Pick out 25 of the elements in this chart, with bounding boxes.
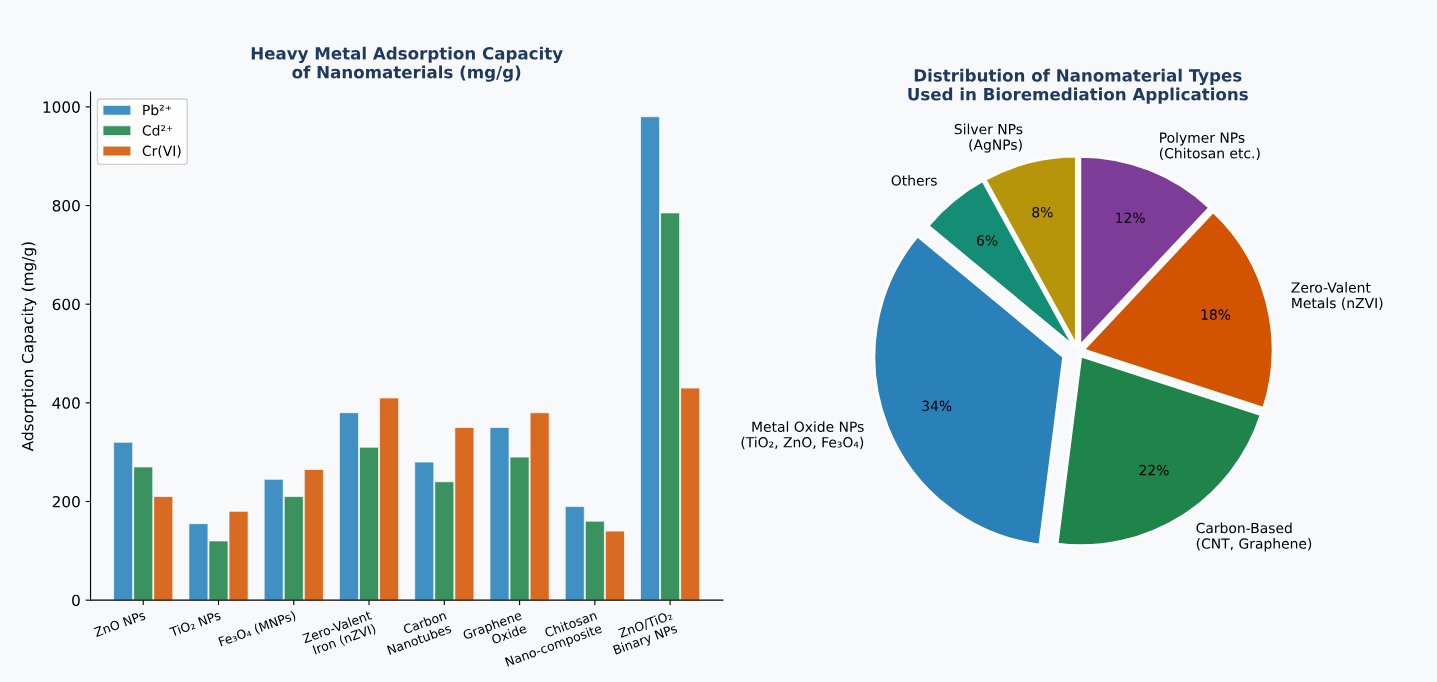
y-tick-label: 200	[52, 495, 80, 508]
y-tick-label: 800	[52, 199, 80, 212]
chart-title: Distribution of Nanomaterial Types Used in Bioremediation Applications	[908, 68, 1248, 104]
data-label: 8%	[1032, 206, 1053, 218]
slice-label: Silver NPs (AgNPs)	[954, 123, 1023, 153]
data-label: 18%	[1201, 309, 1231, 320]
legend-label: Cd²⁺	[142, 124, 173, 136]
slice-label: Polymer NPs (Chitosan etc.)	[1159, 132, 1260, 161]
slice-label: Metal Oxide NPs (TiO₂, ZnO, Fe₃O₄)	[741, 421, 864, 450]
y-tick-label: 600	[52, 298, 80, 311]
y-tick-label: 400	[52, 397, 80, 409]
data-label: 6%	[977, 235, 998, 246]
slice-label: Others	[891, 174, 937, 186]
data-label: 22%	[1139, 464, 1169, 476]
slice-label: Carbon-Based (CNT, Graphene)	[1196, 522, 1312, 552]
x-tick-label: ZnO NPs	[93, 610, 146, 638]
data-label: 12%	[1116, 212, 1145, 223]
chart-title: Heavy Metal Adsorption Capacity of Nanomaterials (mg/g)	[251, 46, 563, 82]
legend-label: Pb²⁺	[143, 104, 172, 116]
legend-label: Cr(VI)	[142, 145, 181, 158]
slice-label: Zero-Valent Metals (nZVI)	[1291, 282, 1383, 310]
data-label: 34%	[922, 400, 952, 412]
y-tick-label: 0	[72, 594, 80, 607]
y-axis-title: Adsorption Capacity (mg/g)	[21, 242, 37, 452]
y-tick-label: 1000	[43, 101, 80, 113]
